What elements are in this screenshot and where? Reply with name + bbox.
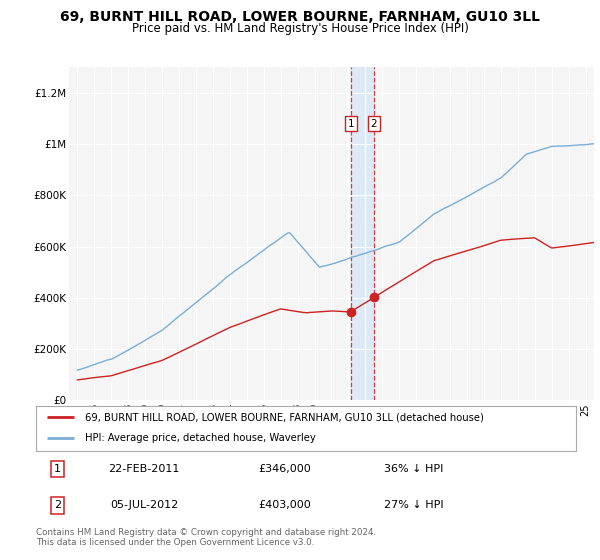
Text: 69, BURNT HILL ROAD, LOWER BOURNE, FARNHAM, GU10 3LL: 69, BURNT HILL ROAD, LOWER BOURNE, FARNH… [60, 10, 540, 24]
Bar [350, 67, 374, 400]
Text: 36% ↓ HPI: 36% ↓ HPI [385, 464, 443, 474]
Text: £403,000: £403,000 [258, 501, 311, 510]
Text: 05-JUL-2012: 05-JUL-2012 [110, 501, 178, 510]
Text: 22-FEB-2011: 22-FEB-2011 [109, 464, 179, 474]
Text: Contains HM Land Registry data © Crown copyright and database right 2024.
This d: Contains HM Land Registry data © Crown c… [36, 528, 376, 547]
Text: Price paid vs. HM Land Registry's House Price Index (HPI): Price paid vs. HM Land Registry's House … [131, 22, 469, 35]
Text: 1: 1 [347, 119, 354, 129]
Text: 2: 2 [371, 119, 377, 129]
Text: 2: 2 [54, 501, 61, 510]
Text: 1: 1 [54, 464, 61, 474]
Text: 69, BURNT HILL ROAD, LOWER BOURNE, FARNHAM, GU10 3LL (detached house): 69, BURNT HILL ROAD, LOWER BOURNE, FARNH… [85, 412, 484, 422]
Text: HPI: Average price, detached house, Waverley: HPI: Average price, detached house, Wave… [85, 433, 316, 444]
Text: 27% ↓ HPI: 27% ↓ HPI [384, 501, 444, 510]
Text: £346,000: £346,000 [258, 464, 311, 474]
